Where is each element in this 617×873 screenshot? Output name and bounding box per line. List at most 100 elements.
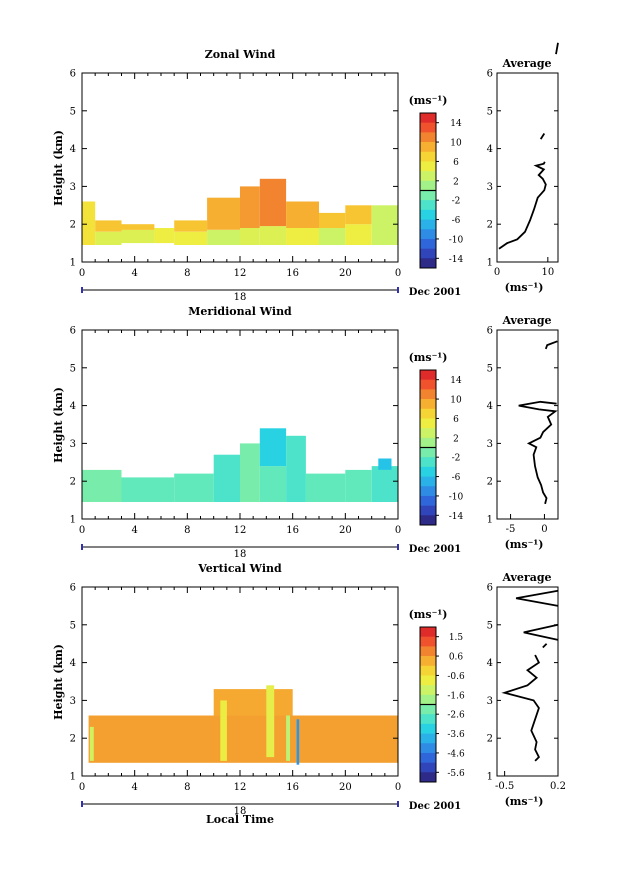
colorbar-tick-label: -5.6 <box>447 769 465 779</box>
colorbar-segment <box>420 238 436 249</box>
heatmap-cell <box>121 224 155 230</box>
average-profile: 1 2 3 4 5 6 0 10 <box>487 42 559 278</box>
y-tick-label: 1 <box>70 515 76 526</box>
colorbar-segment <box>420 142 436 153</box>
y-axis-label: Height (km) <box>52 387 65 463</box>
y-axis-label: Height (km) <box>52 644 65 720</box>
colorbar-segment <box>420 752 436 763</box>
heatmap-cell <box>82 201 96 245</box>
y-tick-label: 5 <box>70 363 76 374</box>
x-tick-label: 16 <box>286 525 299 536</box>
colorbar-segment <box>420 665 436 676</box>
colorbar-segment <box>420 636 436 647</box>
panel-title: Meridional Wind <box>188 305 292 318</box>
time-axis-bar <box>81 801 399 807</box>
y-tick-label: 3 <box>70 439 76 450</box>
colorbar-segment <box>420 646 436 657</box>
y-tick-label: 3 <box>70 182 76 193</box>
colorbar-segment <box>420 714 436 725</box>
y-ticks: 1 2 3 4 5 6 <box>70 69 398 269</box>
x-tick-label: 16 <box>286 782 299 793</box>
day-label: 18 <box>234 806 247 817</box>
profile-title: Average <box>501 314 551 327</box>
colorbar-tick-label: -14 <box>449 255 464 265</box>
x-tick-label: 0 <box>395 525 401 536</box>
heatmap-cell <box>286 715 290 761</box>
colorbar-tick-label: 14 <box>450 119 462 129</box>
x-tick-label: 4 <box>131 268 137 279</box>
y-tick-label: 2 <box>70 734 76 745</box>
y-tick-label: 6 <box>70 69 76 80</box>
profile-y-tick-label: 5 <box>487 363 493 374</box>
heatmap-cell <box>259 428 287 467</box>
colorbar-segment <box>420 515 436 526</box>
heatmap-cell <box>371 205 398 245</box>
profile-x-tick-label: 0.2 <box>550 781 566 792</box>
x-tick-label: 12 <box>234 525 247 536</box>
colorbar-segment <box>420 772 436 783</box>
heatmap-cell <box>345 205 372 225</box>
colorbar-segment <box>420 171 436 182</box>
colorbar-segment <box>420 122 436 133</box>
x-tick-label: 20 <box>339 268 352 279</box>
profile-line-fragment <box>544 340 558 350</box>
date-label: Dec 2001 <box>409 544 461 555</box>
y-tick-label: 2 <box>70 477 76 488</box>
heatmap-cell <box>371 466 398 502</box>
profile-title: Average <box>501 571 551 584</box>
profile-line-fragment <box>515 589 559 607</box>
heatmap-cell <box>266 685 275 758</box>
colorbar-segment <box>420 476 436 487</box>
heatmap-cell <box>319 228 346 245</box>
colorbar-segment <box>420 743 436 754</box>
profile-y-tick-label: 3 <box>487 439 493 450</box>
colorbar-tick-label: -14 <box>449 512 464 522</box>
time-axis-bar <box>81 544 399 550</box>
profile-y-tick-label: 4 <box>487 401 493 412</box>
profile-y-tick-label: 2 <box>487 220 493 231</box>
y-tick-label: 6 <box>70 583 76 594</box>
heatmap-cell <box>259 178 287 227</box>
average-profile: 1 2 3 4 5 6 -5 0 <box>487 326 559 535</box>
heatmap-cell <box>240 443 260 502</box>
heatmap-cell <box>95 220 122 232</box>
x-tick-label: 0 <box>79 782 85 793</box>
profile-y-tick-label: 1 <box>487 772 493 783</box>
profile-frame <box>496 72 559 263</box>
x-tick-label: 4 <box>131 782 137 793</box>
heatmap-cell <box>259 226 287 245</box>
x-tick-label: 4 <box>131 525 137 536</box>
y-tick-label: 1 <box>70 772 76 783</box>
heatmap-cell <box>240 186 260 228</box>
day-label: 18 <box>234 549 247 560</box>
x-tick-label: 8 <box>184 782 190 793</box>
heatmap-cell <box>378 458 392 470</box>
profile-xlabel: (ms⁻¹) <box>505 795 544 808</box>
colorbar-segment <box>420 505 436 516</box>
profile-y-tick-label: 6 <box>487 326 493 337</box>
x-tick-label: 0 <box>395 782 401 793</box>
colorbar-segment <box>420 486 436 497</box>
x-ticks: 0 4 8 12 16 20 0 <box>79 587 401 793</box>
colorbar-segment <box>420 466 436 477</box>
colorbar-tick-label: -6 <box>452 473 461 483</box>
colorbar-segment <box>420 248 436 259</box>
profile-y-tick-label: 6 <box>487 583 493 594</box>
heatmap-cell <box>213 454 240 502</box>
heatmap-cell <box>95 231 122 245</box>
colorbar-segment <box>420 437 436 448</box>
y-tick-label: 4 <box>70 401 76 412</box>
x-tick-label: 8 <box>184 268 190 279</box>
colorbar: 14 10 6 2 -2 -6 -10 -14 <box>419 112 464 269</box>
x-tick-label: 12 <box>234 268 247 279</box>
profile-frame <box>496 586 559 777</box>
y-tick-label: 5 <box>70 106 76 117</box>
colorbar-segment <box>420 180 436 191</box>
profile-x-tick-label: -0.5 <box>495 781 514 792</box>
colorbar-segment <box>420 379 436 390</box>
profile-y-tick-label: 4 <box>487 658 493 669</box>
profile-title: Average <box>501 57 551 70</box>
heatmap-cell <box>174 220 208 232</box>
heatmap-cell <box>89 726 94 761</box>
